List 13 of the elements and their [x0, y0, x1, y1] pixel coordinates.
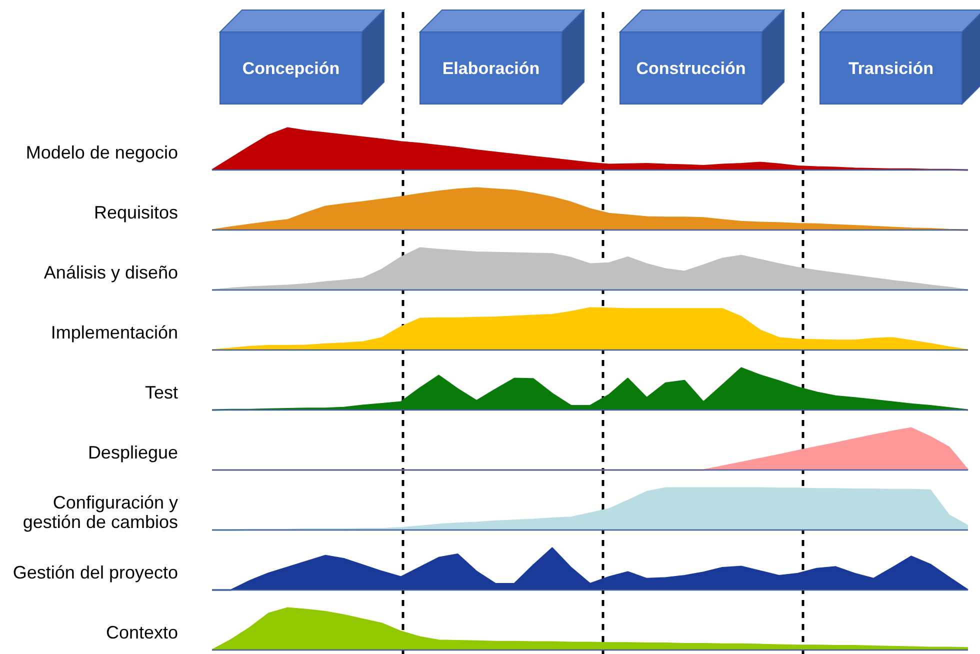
text: Gestión del proyecto: [12, 562, 178, 582]
text: Test: [144, 382, 178, 402]
text: Contexto: [106, 622, 178, 642]
text: Requisitos: [94, 202, 178, 222]
text: Construcción: [636, 59, 746, 78]
text: Elaboración: [442, 59, 540, 78]
text: Análisis y diseño: [44, 262, 178, 282]
text: Configuración y gestión de cambios: [22, 492, 178, 532]
text: Implementación: [50, 322, 178, 342]
text: Modelo de negocio: [26, 142, 178, 162]
text: Despliegue: [88, 442, 178, 462]
text: Concepción: [242, 59, 340, 78]
text: Transición: [848, 59, 934, 78]
